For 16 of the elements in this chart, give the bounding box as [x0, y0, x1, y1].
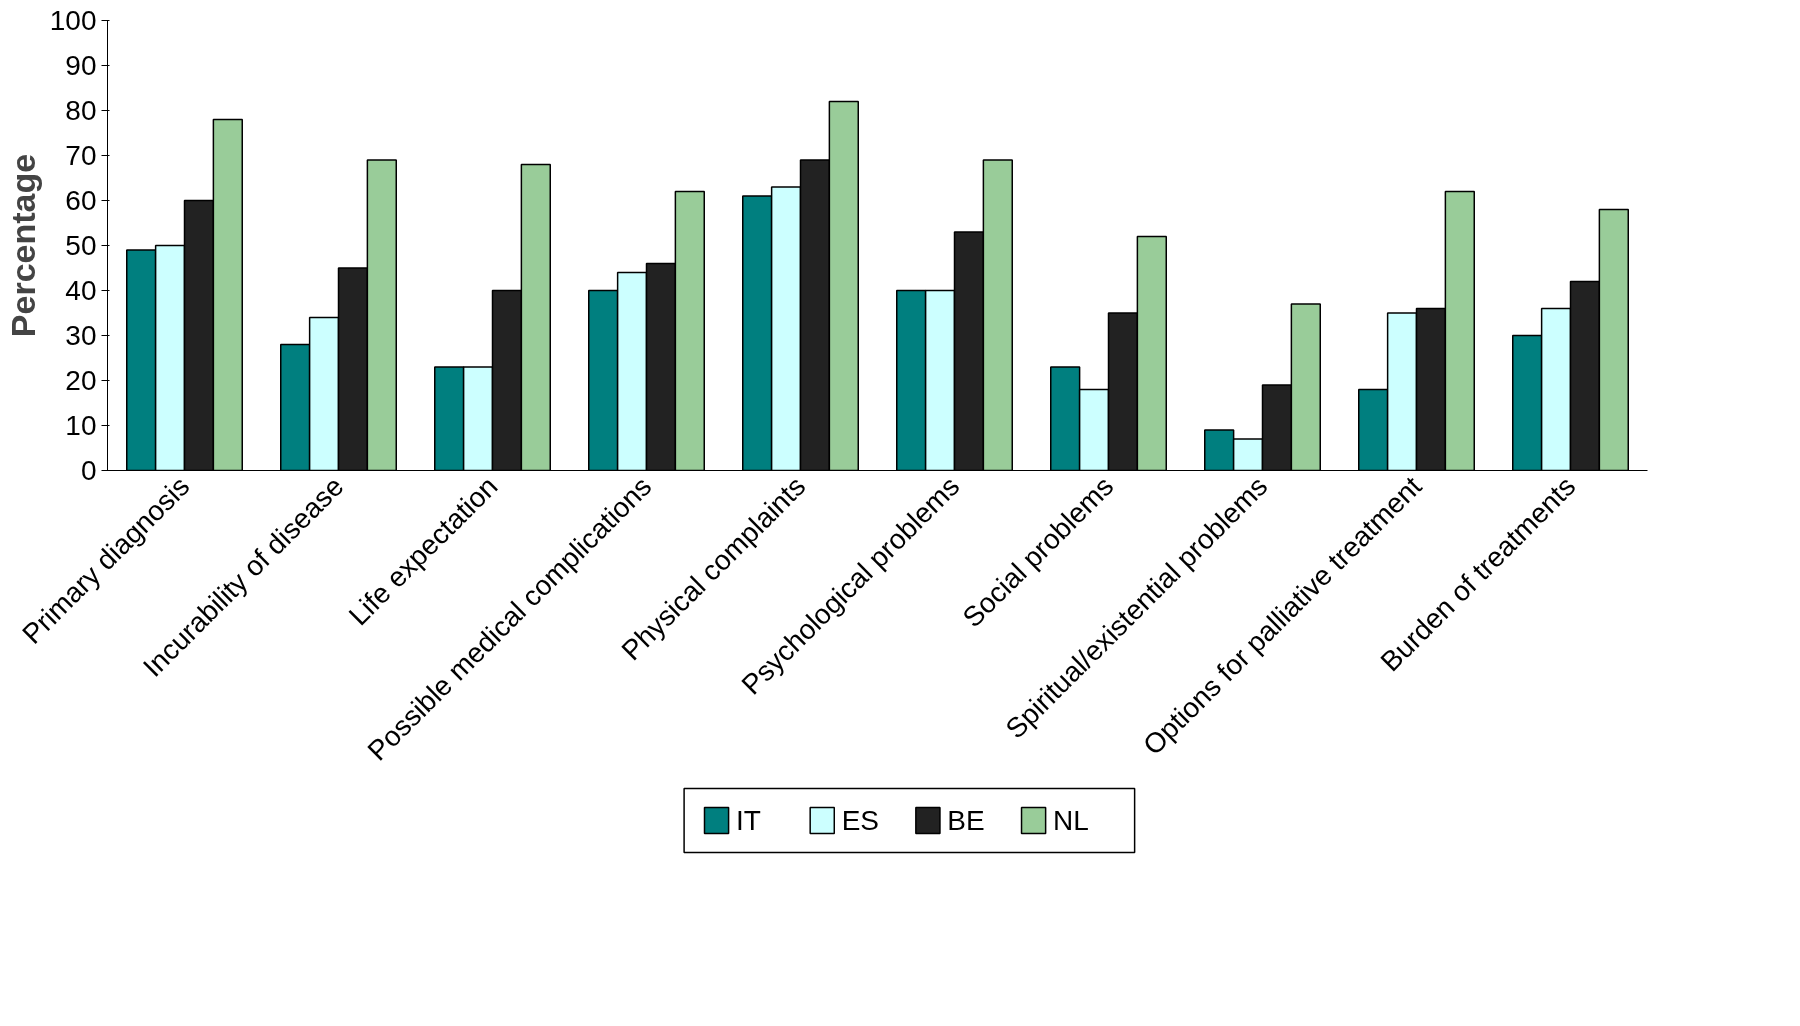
y-tick-label: 60 [65, 185, 97, 216]
legend-label: IT [736, 805, 761, 836]
y-tick-label: 100 [49, 5, 97, 36]
legend-label: NL [1053, 805, 1089, 836]
legend-label: ES [841, 805, 880, 836]
y-tick-label: 70 [65, 140, 97, 171]
y-tick-label: 40 [65, 275, 97, 306]
y-tick-label: 50 [65, 230, 97, 261]
y-tick-label: 0 [80, 455, 97, 486]
legend-label: BE [947, 805, 985, 836]
y-tick-label: 30 [65, 320, 97, 351]
y-tick-label: 90 [65, 50, 97, 81]
y-tick-label: 80 [65, 95, 97, 126]
y-tick-label: 10 [65, 410, 97, 441]
y-axis-title: Percentage [3, 153, 42, 338]
y-tick-label: 20 [65, 365, 97, 396]
